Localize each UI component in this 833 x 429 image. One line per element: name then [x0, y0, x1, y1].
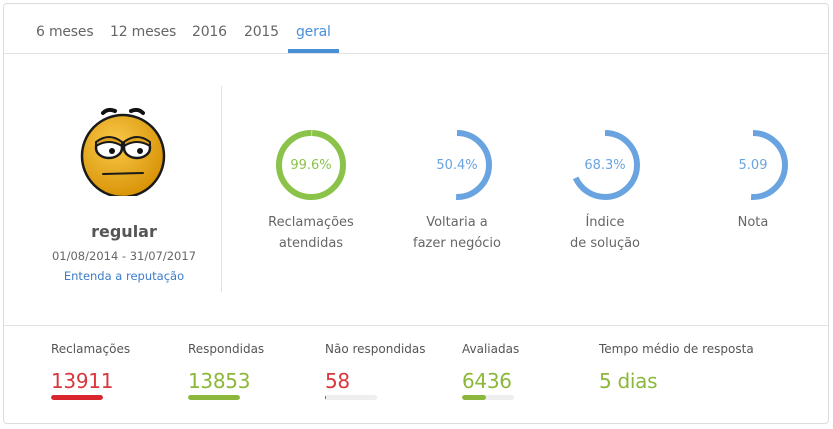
reputation-period: 01/08/2014 - 31/07/2017	[51, 249, 197, 263]
metric-reclamacoes-atendidas: 99.6% Reclamações atendidas	[236, 128, 386, 254]
tab-2015[interactable]: 2015	[244, 24, 279, 40]
stat-tempo-medio-resposta: Tempo médio de resposta 5 dias	[599, 342, 754, 393]
metric-label-line2: de solução	[569, 236, 641, 251]
metric-nota: 5.09 Nota	[678, 128, 828, 233]
stat-bar	[51, 395, 103, 400]
vertical-divider	[221, 86, 222, 292]
metric-value: 50.4%	[436, 158, 478, 173]
metric-label-line2: fazer negócio	[413, 236, 501, 251]
metric-label-line1: Voltaria a	[426, 215, 488, 230]
tab-geral[interactable]: geral	[288, 24, 339, 53]
metric-label: Voltaria a fazer negócio	[382, 212, 532, 254]
stat-value: 58	[325, 369, 350, 393]
reputation-label: regular	[91, 222, 157, 241]
metric-value: 99.6%	[290, 158, 332, 173]
tab-12-meses[interactable]: 12 meses	[110, 24, 177, 40]
stat-value: 6436	[462, 369, 512, 393]
stat-value: 13853	[188, 369, 251, 393]
stat-nao-respondidas: Não respondidas 58	[325, 342, 426, 400]
stat-value: 5 dias	[599, 369, 658, 393]
metric-indice-solucao: 68.3% Índice de solução	[530, 128, 680, 254]
metric-voltaria-fazer-negocio: 50.4% Voltaria a fazer negócio	[382, 128, 532, 254]
metric-label: Reclamações atendidas	[236, 212, 386, 254]
tab-6-meses[interactable]: 6 meses	[36, 24, 94, 40]
metric-label: Nota	[678, 212, 828, 233]
stat-reclamacoes: Reclamações 13911	[51, 342, 130, 400]
progress-ring-icon	[718, 130, 788, 200]
stat-avaliadas: Avaliadas 6436	[462, 342, 519, 400]
stat-label: Tempo médio de resposta	[599, 342, 754, 356]
reputation-card: 6 meses 12 meses 2016 2015 geral regula	[3, 3, 829, 424]
stat-label: Avaliadas	[462, 342, 520, 356]
progress-ring-icon	[276, 130, 346, 200]
stat-label: Reclamações	[51, 342, 131, 356]
metric-value: 68.3%	[584, 158, 626, 173]
period-tabs: 6 meses 12 meses 2016 2015 geral	[4, 4, 828, 54]
understand-reputation-link[interactable]: Entenda a reputação	[63, 269, 185, 283]
metric-label-line1: Reclamações	[268, 215, 354, 230]
metric-label-line2: atendidas	[278, 236, 344, 251]
metric-value: 5.09	[738, 158, 768, 173]
metric-label-line1: Nota	[737, 215, 769, 230]
progress-ring-icon	[570, 130, 640, 200]
stat-label: Não respondidas	[325, 342, 426, 356]
stat-bar	[462, 395, 514, 400]
horizontal-divider	[4, 325, 828, 326]
stat-bar	[325, 395, 377, 400]
progress-ring-icon	[422, 130, 492, 200]
tab-2016[interactable]: 2016	[192, 24, 227, 40]
stat-value: 13911	[51, 369, 114, 393]
neutral-face-icon	[80, 107, 166, 196]
stat-respondidas: Respondidas 13853	[188, 342, 264, 400]
metric-label: Índice de solução	[530, 212, 680, 254]
stat-bar	[188, 395, 240, 400]
stat-label: Respondidas	[188, 342, 265, 356]
metric-label-line1: Índice	[585, 215, 625, 230]
